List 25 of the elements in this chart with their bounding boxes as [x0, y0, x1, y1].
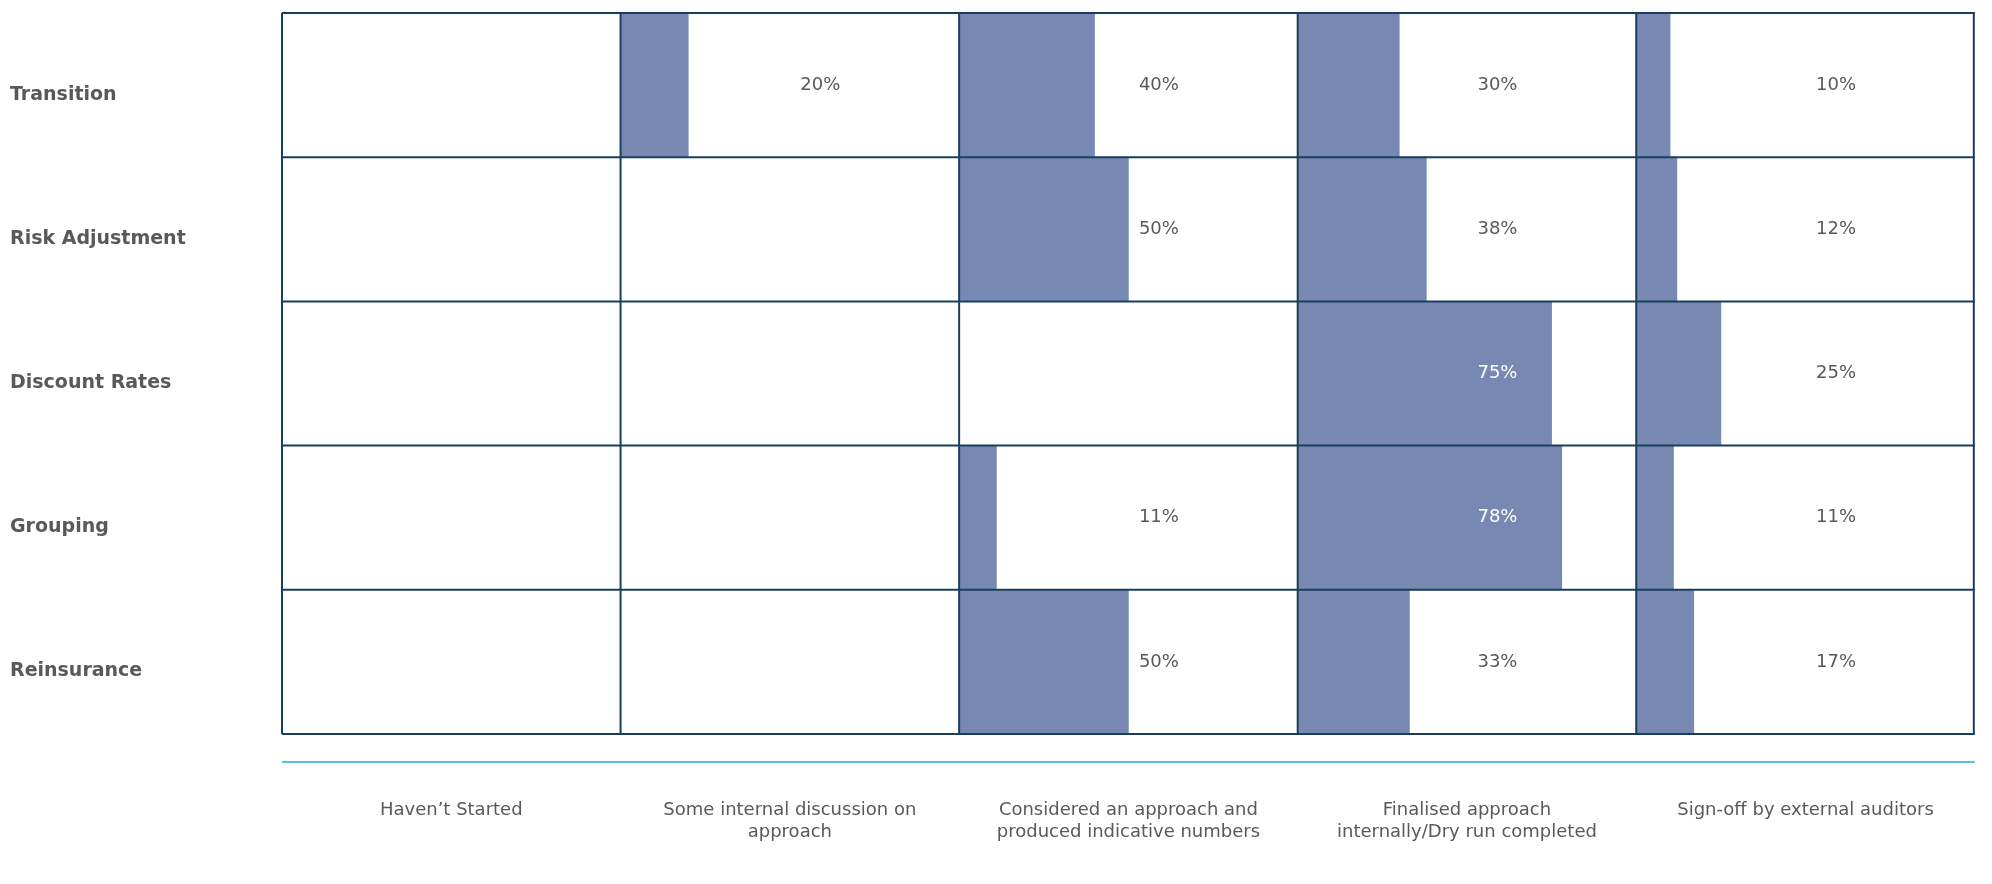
data-label: 12%	[1816, 216, 1857, 238]
data-label: 17%	[1816, 649, 1857, 671]
data-label: 20%	[800, 72, 841, 94]
x-tick-label: Considered an approach and produced indicative numbers	[996, 798, 1261, 842]
data-label: 33%	[1477, 649, 1518, 671]
y-tick-label: Reinsurance	[10, 658, 143, 681]
x-tick-label: Sign-off by external auditors	[1677, 798, 1934, 820]
x-tick-label: Haven’t Started	[379, 798, 523, 820]
data-label: 50%	[1138, 649, 1179, 671]
y-tick-label: Transition	[10, 81, 117, 104]
y-tick-label: Risk Adjustment	[10, 225, 186, 248]
data-label: 30%	[1477, 72, 1518, 94]
y-tick-label: Discount Rates	[10, 369, 172, 392]
y-tick-label: Grouping	[10, 514, 109, 537]
data-label: 11%	[1816, 505, 1857, 527]
data-label: 40%	[1138, 72, 1179, 94]
x-tick-label: Some internal discussion on approach	[663, 798, 917, 842]
data-label: 75%	[1477, 361, 1518, 383]
x-tick-label: Finalised approach internally/Dry run completed	[1337, 798, 1597, 842]
data-label: 10%	[1816, 72, 1857, 94]
data-label: 25%	[1816, 361, 1857, 383]
data-label: 11%	[1138, 505, 1179, 527]
data-label: 38%	[1477, 216, 1518, 238]
data-label: 50%	[1138, 216, 1179, 238]
data-label: 78%	[1477, 505, 1518, 527]
